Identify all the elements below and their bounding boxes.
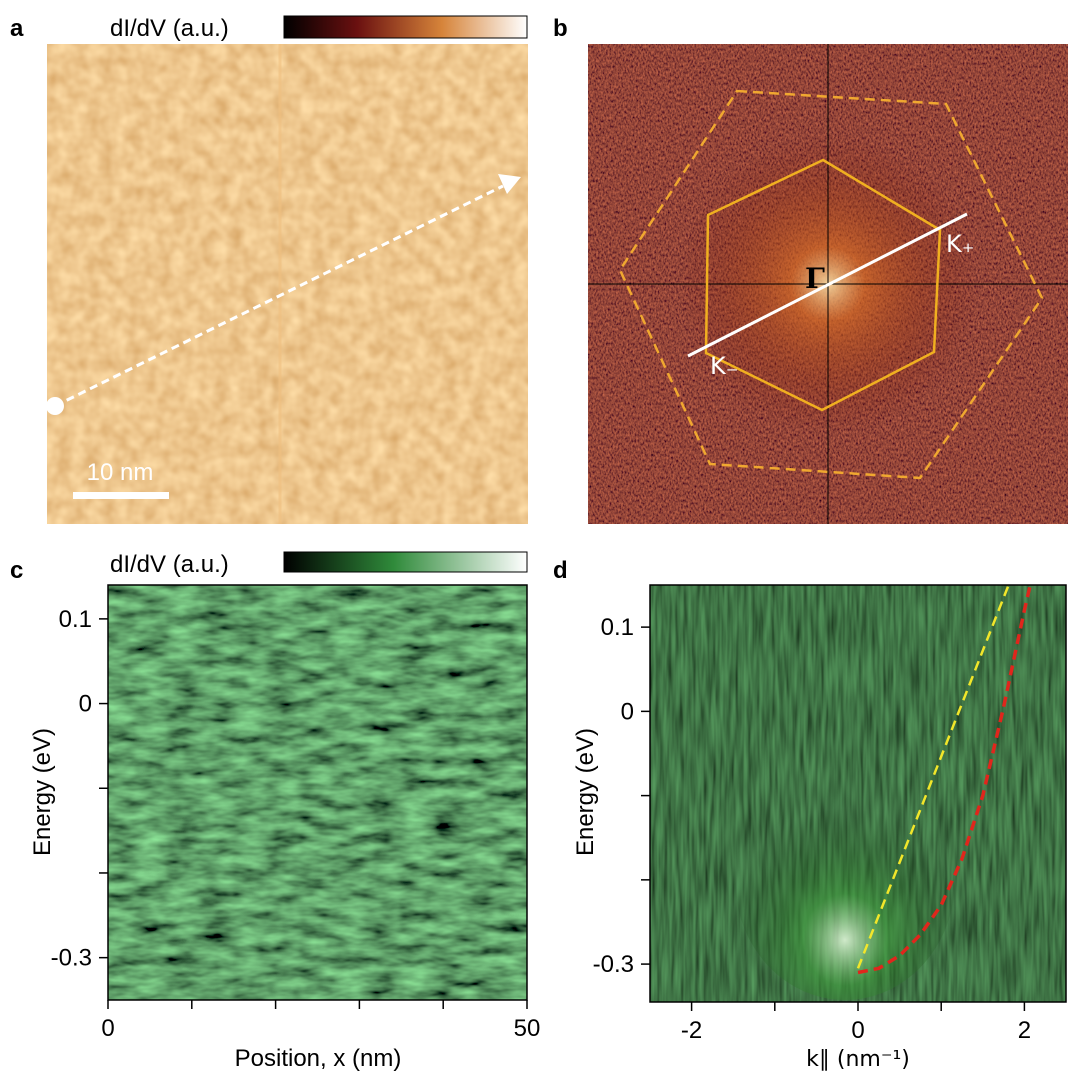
- inner-hexagon: [704, 158, 942, 412]
- start-dot: [46, 397, 64, 415]
- outer-hexagon: [618, 89, 1044, 480]
- colorbar: [283, 551, 528, 573]
- y-tick-label: 0: [79, 691, 92, 718]
- y-tick-label: -0.3: [51, 945, 92, 972]
- k-label: K₊: [946, 230, 974, 258]
- colorbar-label: dI/dV (a.u.): [110, 551, 229, 578]
- image: [108, 585, 527, 1000]
- y-axis-label: Energy (eV): [572, 728, 599, 856]
- scale-bar: [73, 492, 169, 499]
- y-tick-label: 0.1: [59, 606, 92, 633]
- image: [47, 44, 528, 524]
- x-tick-label: 2: [1018, 1017, 1031, 1044]
- colorbar: [283, 15, 528, 39]
- y-tick-label: 0.1: [601, 614, 634, 641]
- y-tick-label: 0: [621, 698, 634, 725]
- k-label: K₋: [710, 352, 738, 380]
- x-tick-label: 0: [101, 1015, 114, 1042]
- y-axis-label: Energy (eV): [29, 728, 56, 856]
- colorbar-label: dI/dV (a.u.): [110, 15, 229, 42]
- y-tick-label: -0.3: [593, 951, 634, 978]
- plot-frame: [107, 584, 528, 1001]
- panel-label: c: [10, 557, 23, 584]
- x-axis-label: Position, x (nm): [235, 1045, 402, 1072]
- x-tick-label: 50: [514, 1015, 541, 1042]
- panel-label: d: [553, 557, 568, 584]
- gamma-label: Γ: [805, 262, 825, 295]
- glow: [735, 760, 955, 1000]
- dispersion-curve: [856, 584, 1010, 969]
- x-axis-label: k∥ (nm⁻¹): [806, 1047, 910, 1072]
- panel-label: a: [10, 15, 24, 42]
- x-tick-label: -2: [681, 1017, 702, 1044]
- x-tick-label: 0: [851, 1017, 864, 1044]
- cut-line: [687, 212, 968, 358]
- dispersion-curve: [857, 584, 1032, 975]
- panel-label: b: [553, 15, 568, 42]
- scale-label: 10 nm: [87, 459, 154, 486]
- arrow-head: [498, 174, 521, 194]
- path-line: [54, 184, 504, 408]
